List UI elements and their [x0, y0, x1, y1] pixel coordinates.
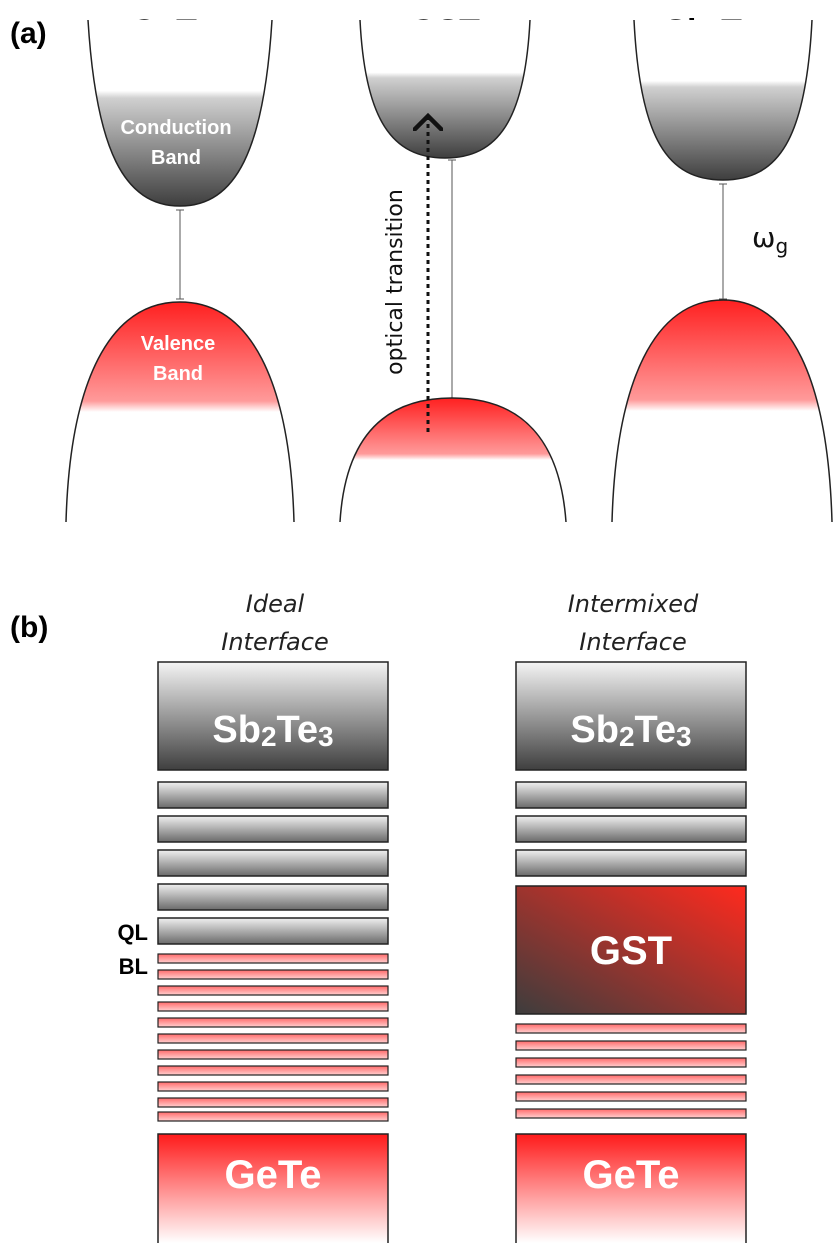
- gst-conduction-band: [360, 20, 530, 158]
- intermixed-gete-block: [515, 1133, 747, 1243]
- ideal-bl-layer: [157, 1081, 389, 1092]
- sb2te3-valence-band-outline: [611, 299, 833, 523]
- ideal-bl-layer: [157, 1049, 389, 1060]
- intermixed-bl-layer: [515, 1091, 747, 1102]
- intermixed-bl-layer: [515, 1108, 747, 1119]
- intermixed-bl-layer: [515, 1057, 747, 1068]
- ideal-ql-layer: [157, 815, 389, 843]
- gete-conduction-band-outline: [87, 19, 273, 207]
- sb2te3-conduction-band-outline: [633, 19, 813, 181]
- intermixed-sb2te3-label: Sb2Te3: [570, 709, 691, 752]
- ideal-gete-block: [157, 1133, 389, 1243]
- intermixed-gete-label: GeTe: [582, 1153, 679, 1197]
- intermixed-sb2te3-block: [515, 661, 747, 771]
- intermixed-ql-stack: [515, 781, 747, 877]
- ideal-ql-layer: [157, 883, 389, 911]
- ideal-sb2te3-block: [157, 661, 389, 771]
- gap-symbol: ωg: [752, 221, 788, 258]
- valence-band-label-line1: Valence: [141, 333, 216, 355]
- gst-valence-band-outline: [339, 397, 567, 523]
- gst-valence-band: [340, 398, 566, 522]
- ideal-bl-layer: [157, 953, 389, 964]
- ideal-ql-layer: [157, 917, 389, 945]
- ideal-ql-layer: [157, 781, 389, 809]
- ideal-bl-layer: [157, 1065, 389, 1076]
- intermixed-caption-line2: Interface: [579, 628, 686, 656]
- intermixed-bl-layer: [515, 1074, 747, 1085]
- optical-transition-label: optical transition: [383, 189, 408, 375]
- ideal-bl-layer: [157, 1033, 389, 1044]
- intermixed-ql-layer: [515, 781, 747, 809]
- ideal-bl-stack: [157, 953, 389, 1122]
- ideal-bl-layer: [157, 969, 389, 980]
- ideal-caption-line2: Interface: [221, 628, 328, 656]
- ideal-bl-layer: [157, 1097, 389, 1108]
- gst-conduction-band-outline: [359, 19, 531, 159]
- intermixed-bl-layer: [515, 1023, 747, 1034]
- ideal-bl-layer: [157, 1001, 389, 1012]
- sb2te3-valence-band: [612, 300, 832, 522]
- panel-b-label: (b): [10, 611, 48, 644]
- conduction-band-label-line2: Band: [151, 147, 201, 169]
- intermixed-ql-layer: [515, 849, 747, 877]
- ideal-bl-layer: [157, 985, 389, 996]
- intermixed-caption-line1: Intermixed: [568, 590, 699, 618]
- intermixed-ql-layer: [515, 815, 747, 843]
- intermixed-bl-layer: [515, 1040, 747, 1051]
- ideal-sb2te3-label: Sb2Te3: [212, 709, 333, 752]
- ideal-bl-layer: [157, 1111, 389, 1122]
- gete-valence-band: [66, 302, 294, 522]
- intermixed-gst-block: [515, 885, 747, 1015]
- sb2te3-conduction-band: [634, 20, 812, 180]
- gete-conduction-band: [88, 20, 272, 206]
- ideal-ql-stack: [157, 781, 389, 945]
- intermixed-gst-label: GST: [590, 929, 672, 973]
- ql-label: QL: [117, 920, 148, 945]
- ideal-caption-line1: Ideal: [246, 590, 305, 618]
- ideal-bl-layer: [157, 1017, 389, 1028]
- ideal-gete-label: GeTe: [224, 1153, 321, 1197]
- gete-valence-band-outline: [65, 301, 295, 523]
- intermixed-bl-stack: [515, 1023, 747, 1119]
- bl-label: BL: [119, 954, 148, 979]
- panel-a-label: (a): [10, 17, 47, 50]
- conduction-band-label-line1: Conduction: [120, 117, 231, 139]
- valence-band-label-line2: Band: [153, 363, 203, 385]
- ideal-ql-layer: [157, 849, 389, 877]
